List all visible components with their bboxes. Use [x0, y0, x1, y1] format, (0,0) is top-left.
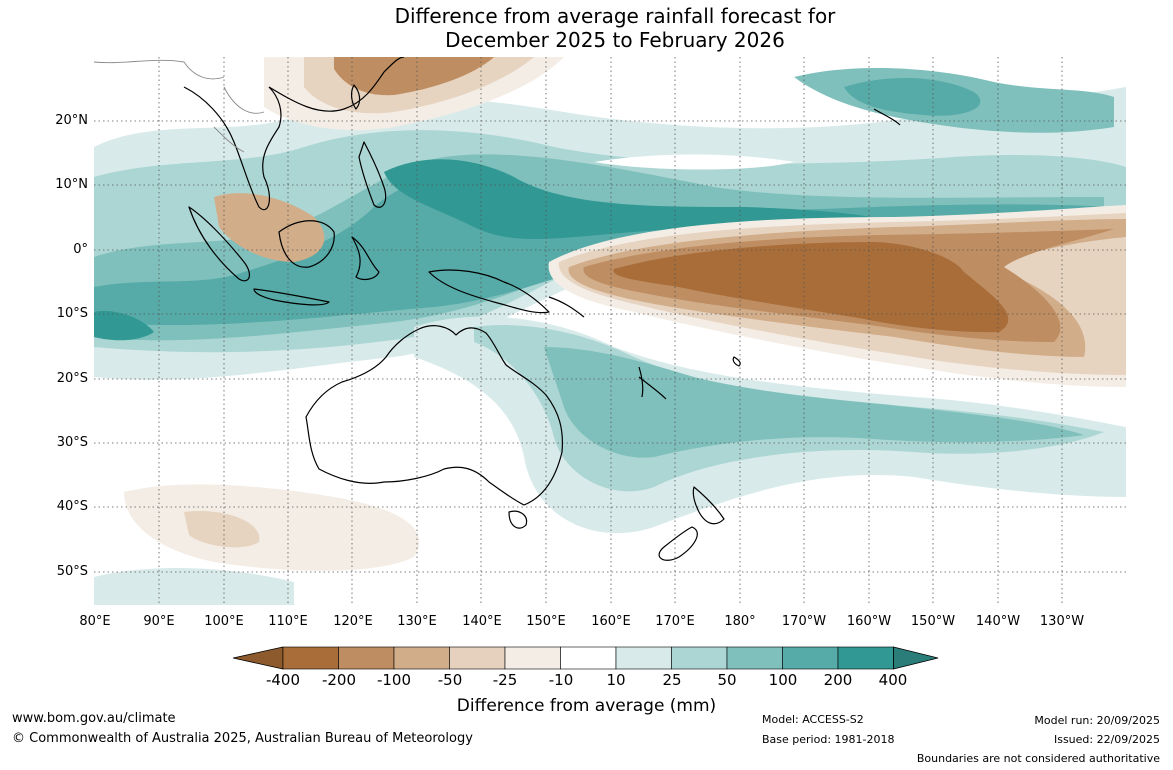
- region-teal-pale-south-lower: [94, 567, 294, 605]
- coast-solomons: [548, 296, 585, 318]
- coast-philippines: [358, 141, 387, 208]
- coast-fiji: [732, 356, 741, 367]
- lon-label-130e: 130°E: [397, 614, 437, 629]
- region-white-australia-interior: [308, 376, 472, 506]
- coastlines: [183, 57, 901, 561]
- colorbar-bin-3: [449, 646, 506, 670]
- lon-label-160w: 160°W: [846, 614, 892, 629]
- colorbar: [233, 646, 939, 670]
- region-teal-npac: [844, 77, 981, 116]
- lon-label-170e: 170°E: [655, 614, 695, 629]
- coast-borneo: [278, 220, 335, 268]
- footer-model-run: Model run: 20/09/2025: [1034, 714, 1160, 727]
- lon-label-170w: 170°W: [781, 614, 827, 629]
- colorbar-tick-label: 25: [662, 671, 682, 689]
- footer-website-link[interactable]: www.bom.gov.au/climate: [12, 711, 176, 726]
- colorbar-extend-low: [233, 646, 284, 670]
- colorbar-title: Difference from average (mm): [456, 696, 717, 716]
- lat-label-40s: 40°S: [56, 499, 88, 514]
- lon-label-140e: 140°E: [462, 614, 502, 629]
- colorbar-bin-4: [504, 646, 561, 670]
- lon-label-150e: 150°E: [526, 614, 566, 629]
- colorbar-tick-label: 100: [768, 671, 798, 689]
- colorbar-tick-label: 10: [606, 671, 626, 689]
- lon-label-140w: 140°W: [975, 614, 1021, 629]
- coast-australia: [305, 325, 564, 506]
- lon-label-120e: 120°E: [333, 614, 373, 629]
- colorbar-tick-label: -400: [265, 671, 301, 689]
- coast-nz-south: [658, 526, 698, 561]
- lat-label-50s: 50°S: [56, 564, 88, 579]
- colorbar-tick-label: -10: [548, 671, 574, 689]
- colorbar-bin-8: [726, 646, 783, 670]
- map-title: Difference from average rainfall forecas…: [0, 4, 1173, 52]
- map-title-line2: December 2025 to February 2026: [445, 28, 785, 52]
- coast-tasmania: [508, 510, 528, 529]
- colorbar-tick-label: 50: [717, 671, 737, 689]
- colorbar-tick-label: -25: [492, 671, 518, 689]
- colorbar-bin-7: [671, 646, 728, 670]
- lat-label-20s: 20°S: [56, 371, 88, 386]
- lat-label-10n: 10°N: [55, 177, 88, 192]
- lat-label-10s: 10°S: [56, 306, 88, 321]
- colorbar-tick-label: 200: [823, 671, 853, 689]
- colorbar-bin-2: [393, 646, 450, 670]
- footer-model: Model: ACCESS-S2: [762, 713, 864, 726]
- colorbar-tick-label: -50: [437, 671, 463, 689]
- region-white-npac: [594, 154, 794, 170]
- region-teal-dark-indian: [94, 310, 154, 341]
- lon-label-160e: 160°E: [591, 614, 631, 629]
- colorbar-tick-label: 400: [878, 671, 908, 689]
- colorbar-bin-5: [560, 646, 617, 670]
- country-borders: [94, 59, 265, 153]
- footer-base-period: Base period: 1981-2018: [762, 733, 895, 746]
- lat-label-30s: 30°S: [56, 435, 88, 450]
- lon-label-150w: 150°W: [910, 614, 956, 629]
- rainfall-anomaly-map: [94, 57, 1126, 605]
- lon-label-130w: 130°W: [1039, 614, 1085, 629]
- coast-hawaii: [873, 108, 901, 126]
- coast-nz-north: [692, 486, 725, 525]
- coast-indochina: [183, 86, 282, 211]
- colorbar-tick-label: -200: [321, 671, 357, 689]
- region-brown-sea: [214, 193, 325, 262]
- colorbar-bin-6: [615, 646, 672, 670]
- lon-label-110e: 110°E: [268, 614, 308, 629]
- coast-vanuatu: [638, 366, 644, 398]
- region-teal-med-australia: [544, 347, 1084, 458]
- map-title-line1: Difference from average rainfall forecas…: [394, 4, 836, 28]
- colorbar-tick-label: -100: [376, 671, 412, 689]
- colorbar-bin-1: [338, 646, 395, 670]
- region-brown-dark-pacific: [613, 242, 1009, 333]
- region-tan-southern: [184, 511, 260, 548]
- footer-copyright: © Commonwealth of Australia 2025, Austra…: [12, 731, 473, 746]
- colorbar-bin-10: [837, 646, 894, 670]
- lat-label-20n: 20°N: [55, 113, 88, 128]
- coast-china: [268, 57, 405, 112]
- map-svg: [94, 57, 1126, 605]
- coast-new-caledonia: [638, 376, 667, 400]
- lat-label-0: 0°: [73, 242, 88, 257]
- coast-taiwan: [350, 84, 361, 110]
- footer-issued: Issued: 22/09/2025: [1053, 733, 1160, 746]
- colorbar-extend-high: [893, 646, 939, 670]
- coast-sumatra: [188, 206, 251, 282]
- region-teal-dark-band: [384, 159, 894, 239]
- region-cream-southern: [124, 484, 420, 571]
- lon-label-100e: 100°E: [204, 614, 244, 629]
- lon-label-90e: 90°E: [143, 614, 175, 629]
- footer-disclaimer: Boundaries are not considered authoritat…: [916, 752, 1160, 765]
- coast-java: [253, 288, 330, 306]
- colorbar-bin-9: [782, 646, 839, 670]
- lon-label-180: 180°: [724, 614, 756, 629]
- lon-label-80e: 80°E: [79, 614, 111, 629]
- colorbar-bin-0: [282, 646, 339, 670]
- coast-sulawesi: [351, 236, 380, 281]
- graticule: [94, 57, 1126, 605]
- coast-new-guinea: [428, 269, 550, 314]
